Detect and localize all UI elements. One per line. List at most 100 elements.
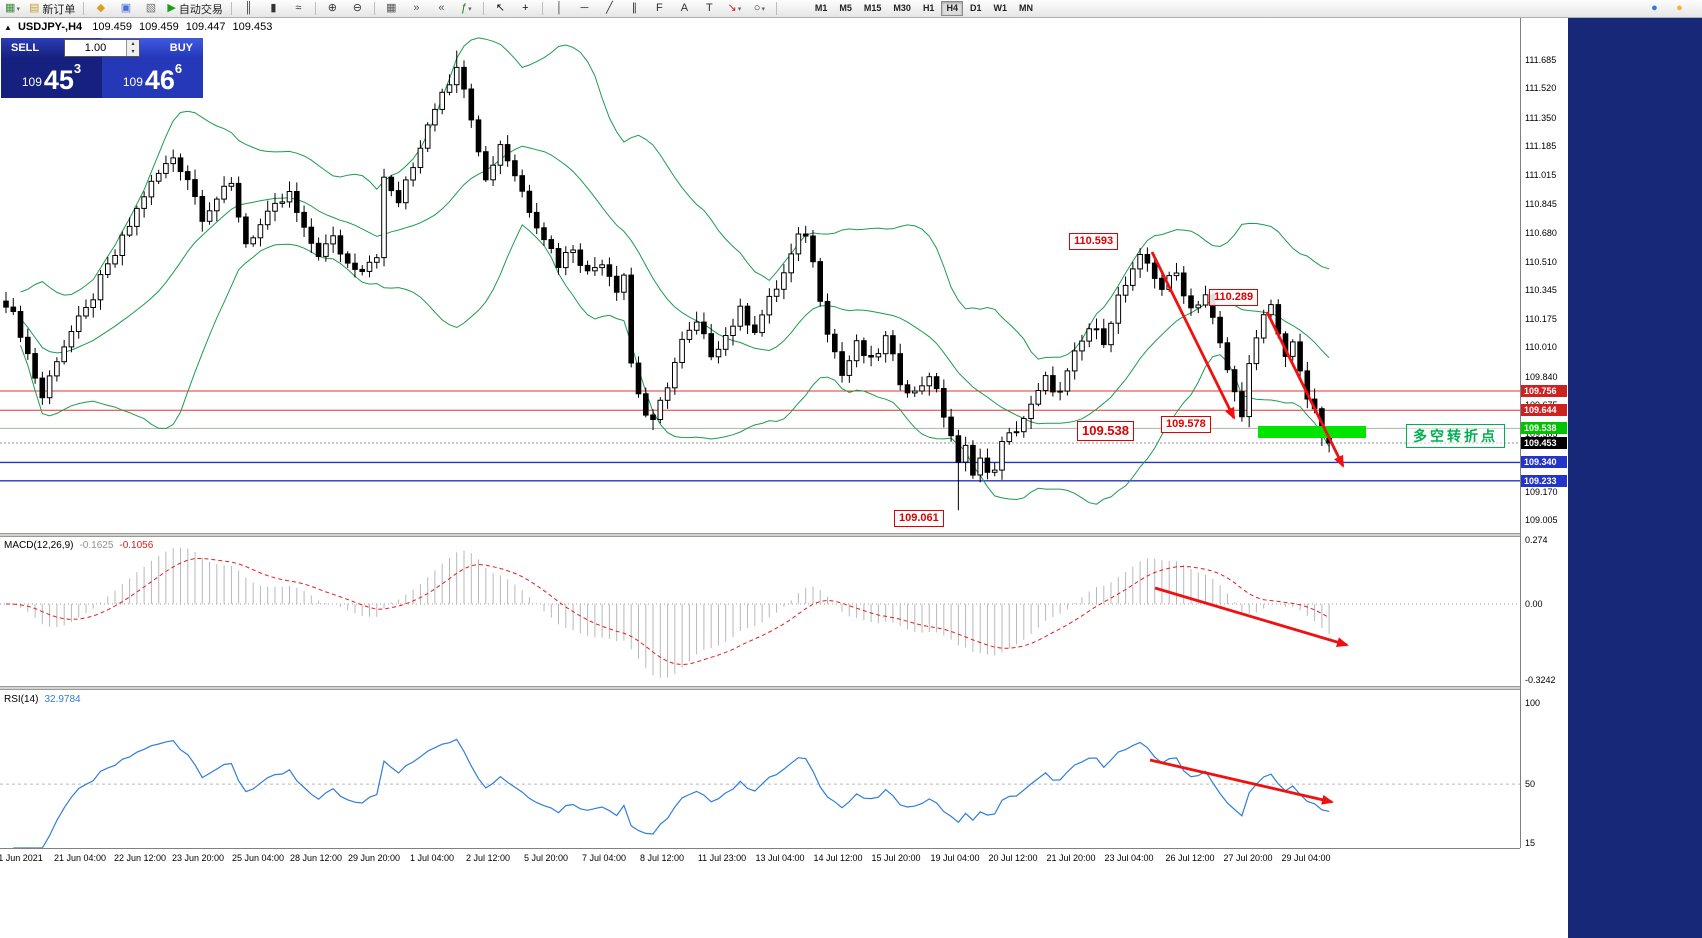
date-label: 23 Jul 04:00 bbox=[1104, 853, 1154, 863]
volume-down-button[interactable]: ▾ bbox=[131, 49, 135, 55]
chart-ohlc: 109.459 109.459 109.447 109.453 bbox=[85, 21, 272, 33]
bar-chart-icon: ║ bbox=[244, 2, 253, 14]
time-axis[interactable]: 21 Jun 2021 21 Jun 04:00 22 Jun 12:00 23 Ju… bbox=[0, 848, 1520, 871]
date-label: 23 Jun 20:00 bbox=[171, 853, 225, 863]
new-chart-icon: ▦ bbox=[5, 2, 16, 14]
chart-shift-button[interactable]: « bbox=[430, 0, 453, 18]
text-label-button[interactable]: T bbox=[698, 0, 721, 18]
rsi-label: RSI(14) 32.9784 bbox=[4, 694, 87, 705]
line-chart-button[interactable]: ≈ bbox=[287, 0, 310, 18]
vertical-line-button[interactable]: │ bbox=[548, 0, 571, 18]
date-label: 29 Jun 20:00 bbox=[347, 853, 401, 863]
price-tag: 109.538 bbox=[1521, 422, 1567, 435]
timeframe-m15-button[interactable]: M15 bbox=[863, 3, 882, 13]
caret-icon: ▾ bbox=[468, 5, 472, 13]
timeframe-h4-button[interactable]: H4 bbox=[941, 1, 963, 16]
toolbar-separator bbox=[373, 2, 375, 15]
macd-axis-label: 0.274 bbox=[1525, 535, 1548, 546]
macd-axis-label: 0.00 bbox=[1525, 599, 1543, 609]
date-label: 21 Jun 04:00 bbox=[53, 853, 107, 863]
new-order-icon: ▤ bbox=[29, 2, 40, 14]
autotrading-button[interactable]: ▶ 自动交易 bbox=[164, 0, 225, 18]
timeframe-m5-button[interactable]: M5 bbox=[839, 3, 852, 13]
date-label: 2 Jul 12:00 bbox=[465, 853, 511, 863]
macd-panel[interactable] bbox=[0, 537, 1520, 686]
volume-up-button[interactable]: ▴ bbox=[131, 41, 135, 47]
ohlc-low: 109.447 bbox=[185, 21, 226, 33]
buy-price[interactable]: 109 46 6 bbox=[102, 58, 203, 98]
tile-windows-button[interactable]: ▦ bbox=[380, 0, 403, 18]
ohlc-open: 109.459 bbox=[92, 21, 133, 33]
community-button[interactable]: ● bbox=[1643, 0, 1666, 18]
horizontal-line-button[interactable]: ─ bbox=[573, 0, 596, 18]
price-tick: 110.175 bbox=[1525, 314, 1557, 325]
date-label: 26 Jul 12:00 bbox=[1165, 853, 1215, 863]
volume-input[interactable]: 1.00 bbox=[84, 42, 107, 54]
text-button[interactable]: A bbox=[673, 0, 696, 18]
price-tag: 109.233 bbox=[1521, 474, 1567, 487]
horizontal-line-icon: ─ bbox=[580, 2, 589, 14]
workspace-background bbox=[1568, 18, 1702, 938]
news-button[interactable]: ● bbox=[1668, 0, 1691, 18]
shapes-button[interactable]: ○ ▾ bbox=[748, 0, 771, 18]
data-window-button[interactable]: ▣ bbox=[114, 0, 137, 18]
candlesticks bbox=[3, 50, 1332, 511]
caret-icon: ▾ bbox=[737, 5, 742, 13]
rsi-axis-label: 50 bbox=[1525, 779, 1536, 790]
zoom-in-button[interactable]: ⊕ bbox=[321, 0, 344, 18]
navigator-icon: ▧ bbox=[145, 2, 157, 14]
oneclick-collapse-button[interactable]: ▲ bbox=[4, 23, 12, 32]
timeframe-m1-button[interactable]: M1 bbox=[814, 3, 828, 13]
timeframe-w1-button[interactable]: W1 bbox=[993, 3, 1007, 13]
community-icon: ● bbox=[1651, 2, 1658, 14]
toolbar-main-group: ▦ ▾ ▤ 新订单 ◆ ▣ ▧ ▶ 自动交易 ║ ▮ ≈ ⊕ ⊖ ▦» «ƒ ▾ ↖ + │ ─ ╱ ∥ F A T ↘ ▾ ○ ▾ bbox=[0, 0, 781, 17]
candlestick-chart-button[interactable]: ▮ bbox=[262, 0, 285, 18]
date-label: 29 Jul 04:00 bbox=[1281, 853, 1331, 863]
channel-icon: ∥ bbox=[631, 2, 638, 14]
sell-price[interactable]: 109 45 3 bbox=[1, 58, 102, 98]
auto-scroll-button[interactable]: » bbox=[405, 0, 428, 18]
new-order-button[interactable]: ▤ 新订单 bbox=[26, 0, 78, 18]
date-label: 21 Jul 20:00 bbox=[1046, 853, 1096, 863]
chart-shift-icon: « bbox=[438, 2, 445, 14]
market-watch-button[interactable]: ◆ bbox=[89, 0, 112, 18]
timeframe-h1-button[interactable]: H1 bbox=[922, 3, 935, 13]
price-tick: 109.005 bbox=[1525, 514, 1558, 525]
bar-chart-button[interactable]: ║ bbox=[237, 0, 260, 18]
date-label: 25 Jun 04:00 bbox=[231, 853, 285, 863]
crosshair-button[interactable]: + bbox=[514, 0, 537, 18]
toolbar-separator bbox=[230, 2, 232, 15]
zoom-out-button[interactable]: ⊖ bbox=[346, 0, 369, 18]
rsi-panel[interactable] bbox=[0, 690, 1520, 848]
indicators-button[interactable]: ƒ ▾ bbox=[455, 0, 478, 18]
trendline-button[interactable]: ╱ bbox=[598, 0, 621, 18]
arrows-button[interactable]: ↘ ▾ bbox=[723, 0, 746, 18]
news-icon: ● bbox=[1676, 2, 1683, 14]
volume-control: 1.00 ▴ ▾ bbox=[64, 39, 140, 57]
main-price-chart[interactable] bbox=[0, 18, 1520, 533]
macd-axis-label: -0.3242 bbox=[1525, 674, 1556, 685]
zoom-out-icon: ⊖ bbox=[352, 2, 362, 14]
volume-spinner: ▴ ▾ bbox=[126, 40, 139, 56]
date-label: 7 Jul 04:00 bbox=[581, 853, 627, 863]
panel-splitter[interactable] bbox=[0, 686, 1568, 690]
autotrading-button-label: 自动交易 bbox=[178, 3, 223, 16]
timeframe-d1-button[interactable]: D1 bbox=[969, 3, 982, 13]
channel-button[interactable]: ∥ bbox=[623, 0, 646, 18]
timeframe-mn-button[interactable]: MN bbox=[1018, 3, 1033, 13]
price-axis[interactable]: 111.685 111.520 111.350 111.185 111.015 110.8… bbox=[1520, 18, 1568, 848]
ohlc-high: 109.459 bbox=[139, 21, 179, 33]
date-label: 22 Jun 12:00 bbox=[113, 853, 167, 863]
price-tick: 109.840 bbox=[1525, 371, 1558, 382]
panel-splitter[interactable] bbox=[0, 533, 1568, 537]
indicators-icon: ƒ bbox=[461, 2, 468, 14]
timeframe-m30-button[interactable]: M30 bbox=[893, 3, 911, 13]
shapes-icon: ○ bbox=[753, 2, 761, 14]
navigator-button[interactable]: ▧ bbox=[139, 0, 162, 18]
cursor-button[interactable]: ↖ bbox=[489, 0, 512, 18]
rsi-axis-label: 100 bbox=[1525, 698, 1541, 709]
new-chart-button[interactable]: ▦ ▾ bbox=[1, 0, 24, 18]
chart-window: ▲ USDJPY-,H4 109.459 109.459 109.447 109.45… bbox=[0, 18, 1568, 938]
date-label: 28 Jun 12:00 bbox=[289, 853, 343, 863]
fibonacci-button[interactable]: F bbox=[648, 0, 671, 18]
